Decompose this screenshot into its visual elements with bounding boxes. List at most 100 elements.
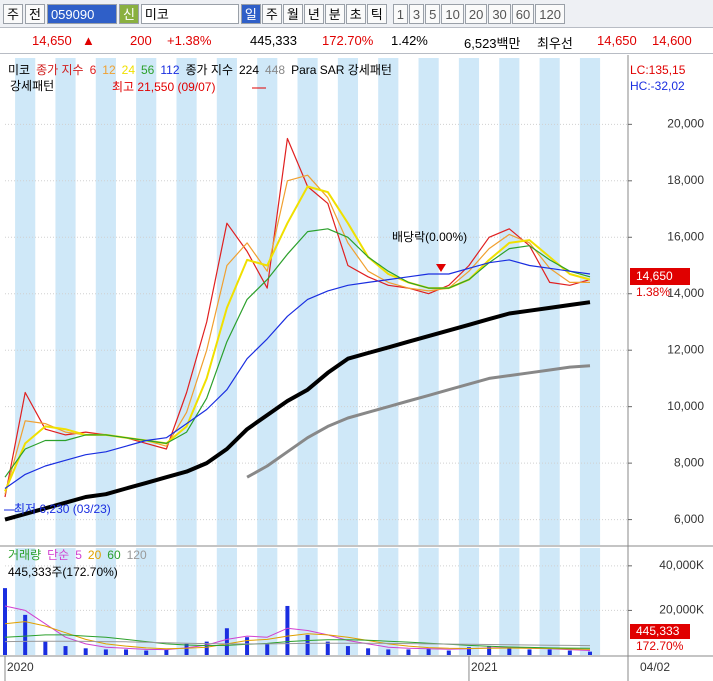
period-button[interactable]: 년 [303, 3, 324, 24]
volume-bar [204, 641, 209, 655]
volume-box [630, 624, 690, 639]
legend-entry: 56 [141, 63, 155, 77]
pattern-label: 강세패턴 [10, 79, 54, 93]
y-tick-label: 8,000 [674, 455, 704, 469]
high-note: 최고 21,550 (09/07) [112, 80, 215, 94]
last-change: 1.38% [636, 285, 670, 299]
lc-label: LC:135,15 [630, 63, 686, 77]
period-shade [136, 548, 157, 655]
dividend-note: 배당락(0.00%) [392, 230, 467, 244]
volume-bar [3, 588, 7, 655]
y-tick-label: 6,000 [674, 512, 704, 526]
x-tick-label: 2021 [471, 660, 498, 674]
interval-button[interactable]: 5 [425, 3, 441, 24]
interval-button[interactable]: 1 [392, 3, 408, 24]
y-tick-label: 18,000 [667, 173, 704, 187]
code-input[interactable]: 059090 [46, 3, 117, 24]
period-shade [458, 548, 480, 655]
volume-note: 445,333주(172.70%) [8, 565, 118, 579]
up-arrow: ▲ [82, 33, 95, 48]
legend-entry: 448 [265, 63, 285, 77]
period-shade [95, 548, 116, 655]
last-ratio: 172.70% [636, 639, 684, 653]
period-shade [95, 58, 116, 545]
volume-bar [144, 650, 149, 655]
dividend-marker [436, 264, 446, 272]
series-line [4, 640, 591, 647]
interval-button[interactable]: 120 [535, 3, 565, 24]
period-shade [15, 548, 36, 655]
series-line [4, 634, 591, 649]
period-button[interactable]: 일 [240, 3, 261, 24]
period-shade [378, 58, 399, 545]
y-tick-label: 20,000 [667, 117, 704, 131]
volume-bar [406, 649, 411, 655]
period-button[interactable]: 월 [282, 3, 303, 24]
volume-bar [164, 649, 169, 655]
legend-entry: 24 [122, 63, 136, 77]
series-line [246, 364, 591, 479]
period-shade [297, 548, 318, 655]
period-shade [418, 58, 439, 545]
interval-button[interactable]: 30 [488, 3, 511, 24]
hc-label: HC:-32,02 [630, 79, 685, 93]
price: 14,650 [32, 33, 72, 48]
period-shade [136, 58, 157, 545]
volume-bar [63, 646, 68, 655]
volume-bar [245, 637, 250, 655]
period-shade [257, 548, 278, 655]
interval-button[interactable]: 20 [464, 3, 488, 24]
scope-button[interactable]: 전 [24, 3, 45, 24]
legend-entry: 미코 [8, 63, 30, 77]
volume-bar [386, 649, 391, 655]
y-tick-label: 20,000K [659, 603, 704, 617]
period-button[interactable]: 초 [345, 3, 366, 24]
last-price: 14,650 [636, 269, 673, 283]
legend-entry: 5 [75, 548, 82, 562]
period-shade [499, 58, 520, 545]
period-shade [257, 58, 278, 545]
market-button[interactable]: 주 [3, 3, 23, 24]
period-button[interactable]: 분 [324, 3, 345, 24]
x-tick-label: 2020 [7, 660, 34, 674]
legend-entry: 112 [160, 63, 179, 77]
legend-entry: Para SAR 강세패턴 [291, 63, 392, 77]
interval-button[interactable]: 60 [511, 3, 535, 24]
volume-bar [527, 649, 532, 655]
period-shade [337, 548, 359, 655]
legend-entry: 12 [102, 63, 116, 77]
volume: 445,333 [250, 33, 297, 48]
interval-button[interactable]: 10 [441, 3, 464, 24]
change: 200 [130, 33, 152, 48]
legend-entry: 6 [90, 63, 97, 77]
volume-bar [446, 650, 451, 655]
period-shade [579, 58, 601, 545]
period-button[interactable]: 틱 [366, 3, 387, 24]
period-shade [297, 58, 318, 545]
series-line [4, 259, 591, 489]
period-button[interactable]: 주 [261, 3, 282, 24]
legend-entry: 60 [107, 548, 121, 562]
volume-bar [184, 643, 189, 655]
best-label: 최우선 [537, 36, 573, 51]
bid: 14,600 [652, 33, 692, 48]
volume-bar [426, 648, 431, 655]
legend-entry: 단순 [47, 548, 69, 562]
volume-bar [23, 614, 28, 655]
name-field[interactable]: 미코 [140, 3, 239, 24]
period-shade [539, 58, 560, 545]
volume-bar [588, 651, 592, 655]
legend-entry: 거래량 [8, 548, 41, 562]
period-shade [216, 58, 237, 545]
volume-bar [305, 634, 310, 655]
period-shade [216, 548, 237, 655]
volume-bar [345, 646, 350, 655]
interval-button[interactable]: 3 [408, 3, 425, 24]
volume-bar [224, 628, 229, 655]
period-shade [378, 548, 399, 655]
volume-ratio: 172.70% [322, 33, 374, 48]
volume-bar [124, 649, 129, 655]
period-shade [55, 58, 76, 545]
